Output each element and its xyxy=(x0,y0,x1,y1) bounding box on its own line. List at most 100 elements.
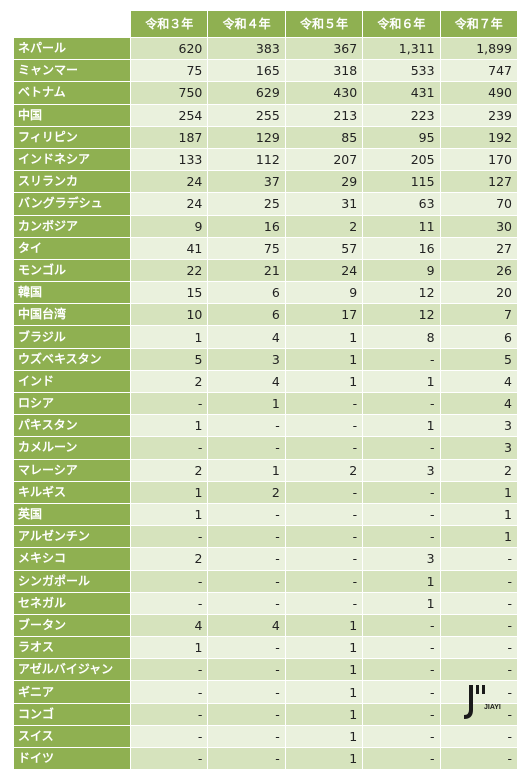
table-cell: - xyxy=(362,613,441,638)
table-cell: 1 xyxy=(439,525,519,549)
row-label-country: マレーシア xyxy=(13,458,131,482)
table-cell: 1 xyxy=(207,458,286,482)
table-row: シンガポール - - -1- xyxy=(13,569,519,593)
table-cell: 254 xyxy=(129,103,209,127)
table-cell: - xyxy=(439,569,519,593)
row-label-country: ベトナム xyxy=(13,81,131,105)
table-row: スイス - -1- - xyxy=(13,724,519,749)
table-cell: 115 xyxy=(362,170,441,194)
table-cell: - xyxy=(362,636,441,660)
table-row: スリランカ 24 37 29 115 127 xyxy=(13,170,519,194)
table-cell: 129 xyxy=(207,125,286,149)
table-cell: 383 xyxy=(207,36,286,61)
table-cell: 17 xyxy=(284,303,364,327)
table-row: メキシコ 2- -3- xyxy=(13,547,519,571)
table-cell: 1 xyxy=(362,569,441,593)
table-cell: - xyxy=(362,391,441,416)
table-cell: - xyxy=(439,658,519,682)
jiayi-logo: JIAYI xyxy=(464,685,501,719)
table-cell: 1,311 xyxy=(362,36,441,61)
table-cell: 1 xyxy=(362,369,441,394)
table-cell: 187 xyxy=(129,125,209,149)
table-row: アゼルバイジャン - -1- - xyxy=(13,658,519,682)
table-cell: - xyxy=(207,569,286,593)
table-cell: 1 xyxy=(362,414,441,438)
table-cell: 4 xyxy=(207,369,286,394)
row-label-country: カンボジア xyxy=(13,214,131,238)
table-cell: 26 xyxy=(439,258,519,283)
row-label-country: メキシコ xyxy=(13,547,131,571)
table-cell: - xyxy=(439,591,519,615)
table-cell: 2 xyxy=(129,458,209,482)
table-cell: 1 xyxy=(129,414,209,438)
table-row: ウズベキスタン 5 3 1-5 xyxy=(13,347,519,371)
table-cell: 8 xyxy=(362,325,441,349)
table-cell: 41 xyxy=(129,236,209,260)
row-label-country: カメルーン xyxy=(13,436,131,460)
table-cell: 205 xyxy=(362,147,441,172)
table-cell: 239 xyxy=(439,103,519,127)
table-cell: 1 xyxy=(129,480,209,504)
table-row: ギニア - -1- - xyxy=(13,680,519,704)
table-cell: 24 xyxy=(284,258,364,283)
table-cell: - xyxy=(284,591,364,615)
table-cell: - xyxy=(129,746,209,770)
table-cell: 192 xyxy=(439,125,519,149)
table-row: 韓国 15 6 9 12 20 xyxy=(13,281,519,305)
table-row: バングラデシュ 24 25 31 63 70 xyxy=(13,192,519,216)
table-cell: 1 xyxy=(284,369,364,394)
table-row: ネパール 620 383 367 1,311 1,899 xyxy=(13,36,519,61)
table-cell: - xyxy=(129,525,209,549)
table-cell: 85 xyxy=(284,125,364,149)
table-cell: 9 xyxy=(284,281,364,305)
table-cell: 1 xyxy=(284,613,364,638)
table-cell: 1 xyxy=(129,325,209,349)
table-cell: - xyxy=(362,436,441,460)
table-cell: 213 xyxy=(284,103,364,127)
table-cell: 75 xyxy=(129,59,209,83)
table-cell: 2 xyxy=(207,480,286,504)
row-label-country: スリランカ xyxy=(13,170,131,194)
table-cell: 3 xyxy=(207,347,286,371)
table-row: フィリピン 187 129 85 95 192 xyxy=(13,125,519,149)
table-cell: 133 xyxy=(129,147,209,172)
table-row: アルゼンチン - - - -1 xyxy=(13,525,519,549)
table-cell: - xyxy=(439,724,519,749)
table-cell: - xyxy=(207,746,286,770)
table-cell: - xyxy=(362,525,441,549)
table-row: カンボジア 9 16 2 11 30 xyxy=(13,214,519,238)
table-row: ラオス 1-1- - xyxy=(13,636,519,660)
table-cell: 1 xyxy=(129,502,209,527)
table-cell: 1 xyxy=(284,746,364,770)
table-row: キルギス 1 2- -1 xyxy=(13,480,519,504)
row-label-country: インドネシア xyxy=(13,147,131,172)
table-cell: 3 xyxy=(362,458,441,482)
table-cell: 629 xyxy=(207,81,286,105)
logo-text: JIAYI xyxy=(484,704,501,711)
table-cell: 29 xyxy=(284,170,364,194)
table-cell: 2 xyxy=(129,547,209,571)
table-cell: 3 xyxy=(439,436,519,460)
table-cell: 1 xyxy=(439,480,519,504)
table-cell: 6 xyxy=(207,303,286,327)
table-row: ベトナム 750 629 430 431 490 xyxy=(13,81,519,105)
table-cell: - xyxy=(129,680,209,704)
table-cell: 9 xyxy=(362,258,441,283)
header-col: 令和７年 xyxy=(439,10,519,38)
row-label-country: ミャンマー xyxy=(13,59,131,83)
table-cell: 27 xyxy=(439,236,519,260)
table-row: 英国 1- - -1 xyxy=(13,502,519,527)
table-cell: - xyxy=(362,702,441,726)
table-cell: - xyxy=(207,525,286,549)
table-row: ミャンマー 75 165 318 533 747 xyxy=(13,59,519,83)
table-cell: 6 xyxy=(439,325,519,349)
table-row: コンゴ - -1- - xyxy=(13,702,519,726)
table-cell: 1 xyxy=(362,591,441,615)
table-row: 中国台湾 10 6 17 12 7 xyxy=(13,303,519,327)
row-label-country: フィリピン xyxy=(13,125,131,149)
row-label-country: スイス xyxy=(13,724,131,749)
table-row: パキスタン 1- -1 3 xyxy=(13,414,519,438)
table-row: ドイツ - -1- - xyxy=(13,746,519,770)
table-cell: - xyxy=(439,746,519,770)
table-cell: - xyxy=(207,658,286,682)
